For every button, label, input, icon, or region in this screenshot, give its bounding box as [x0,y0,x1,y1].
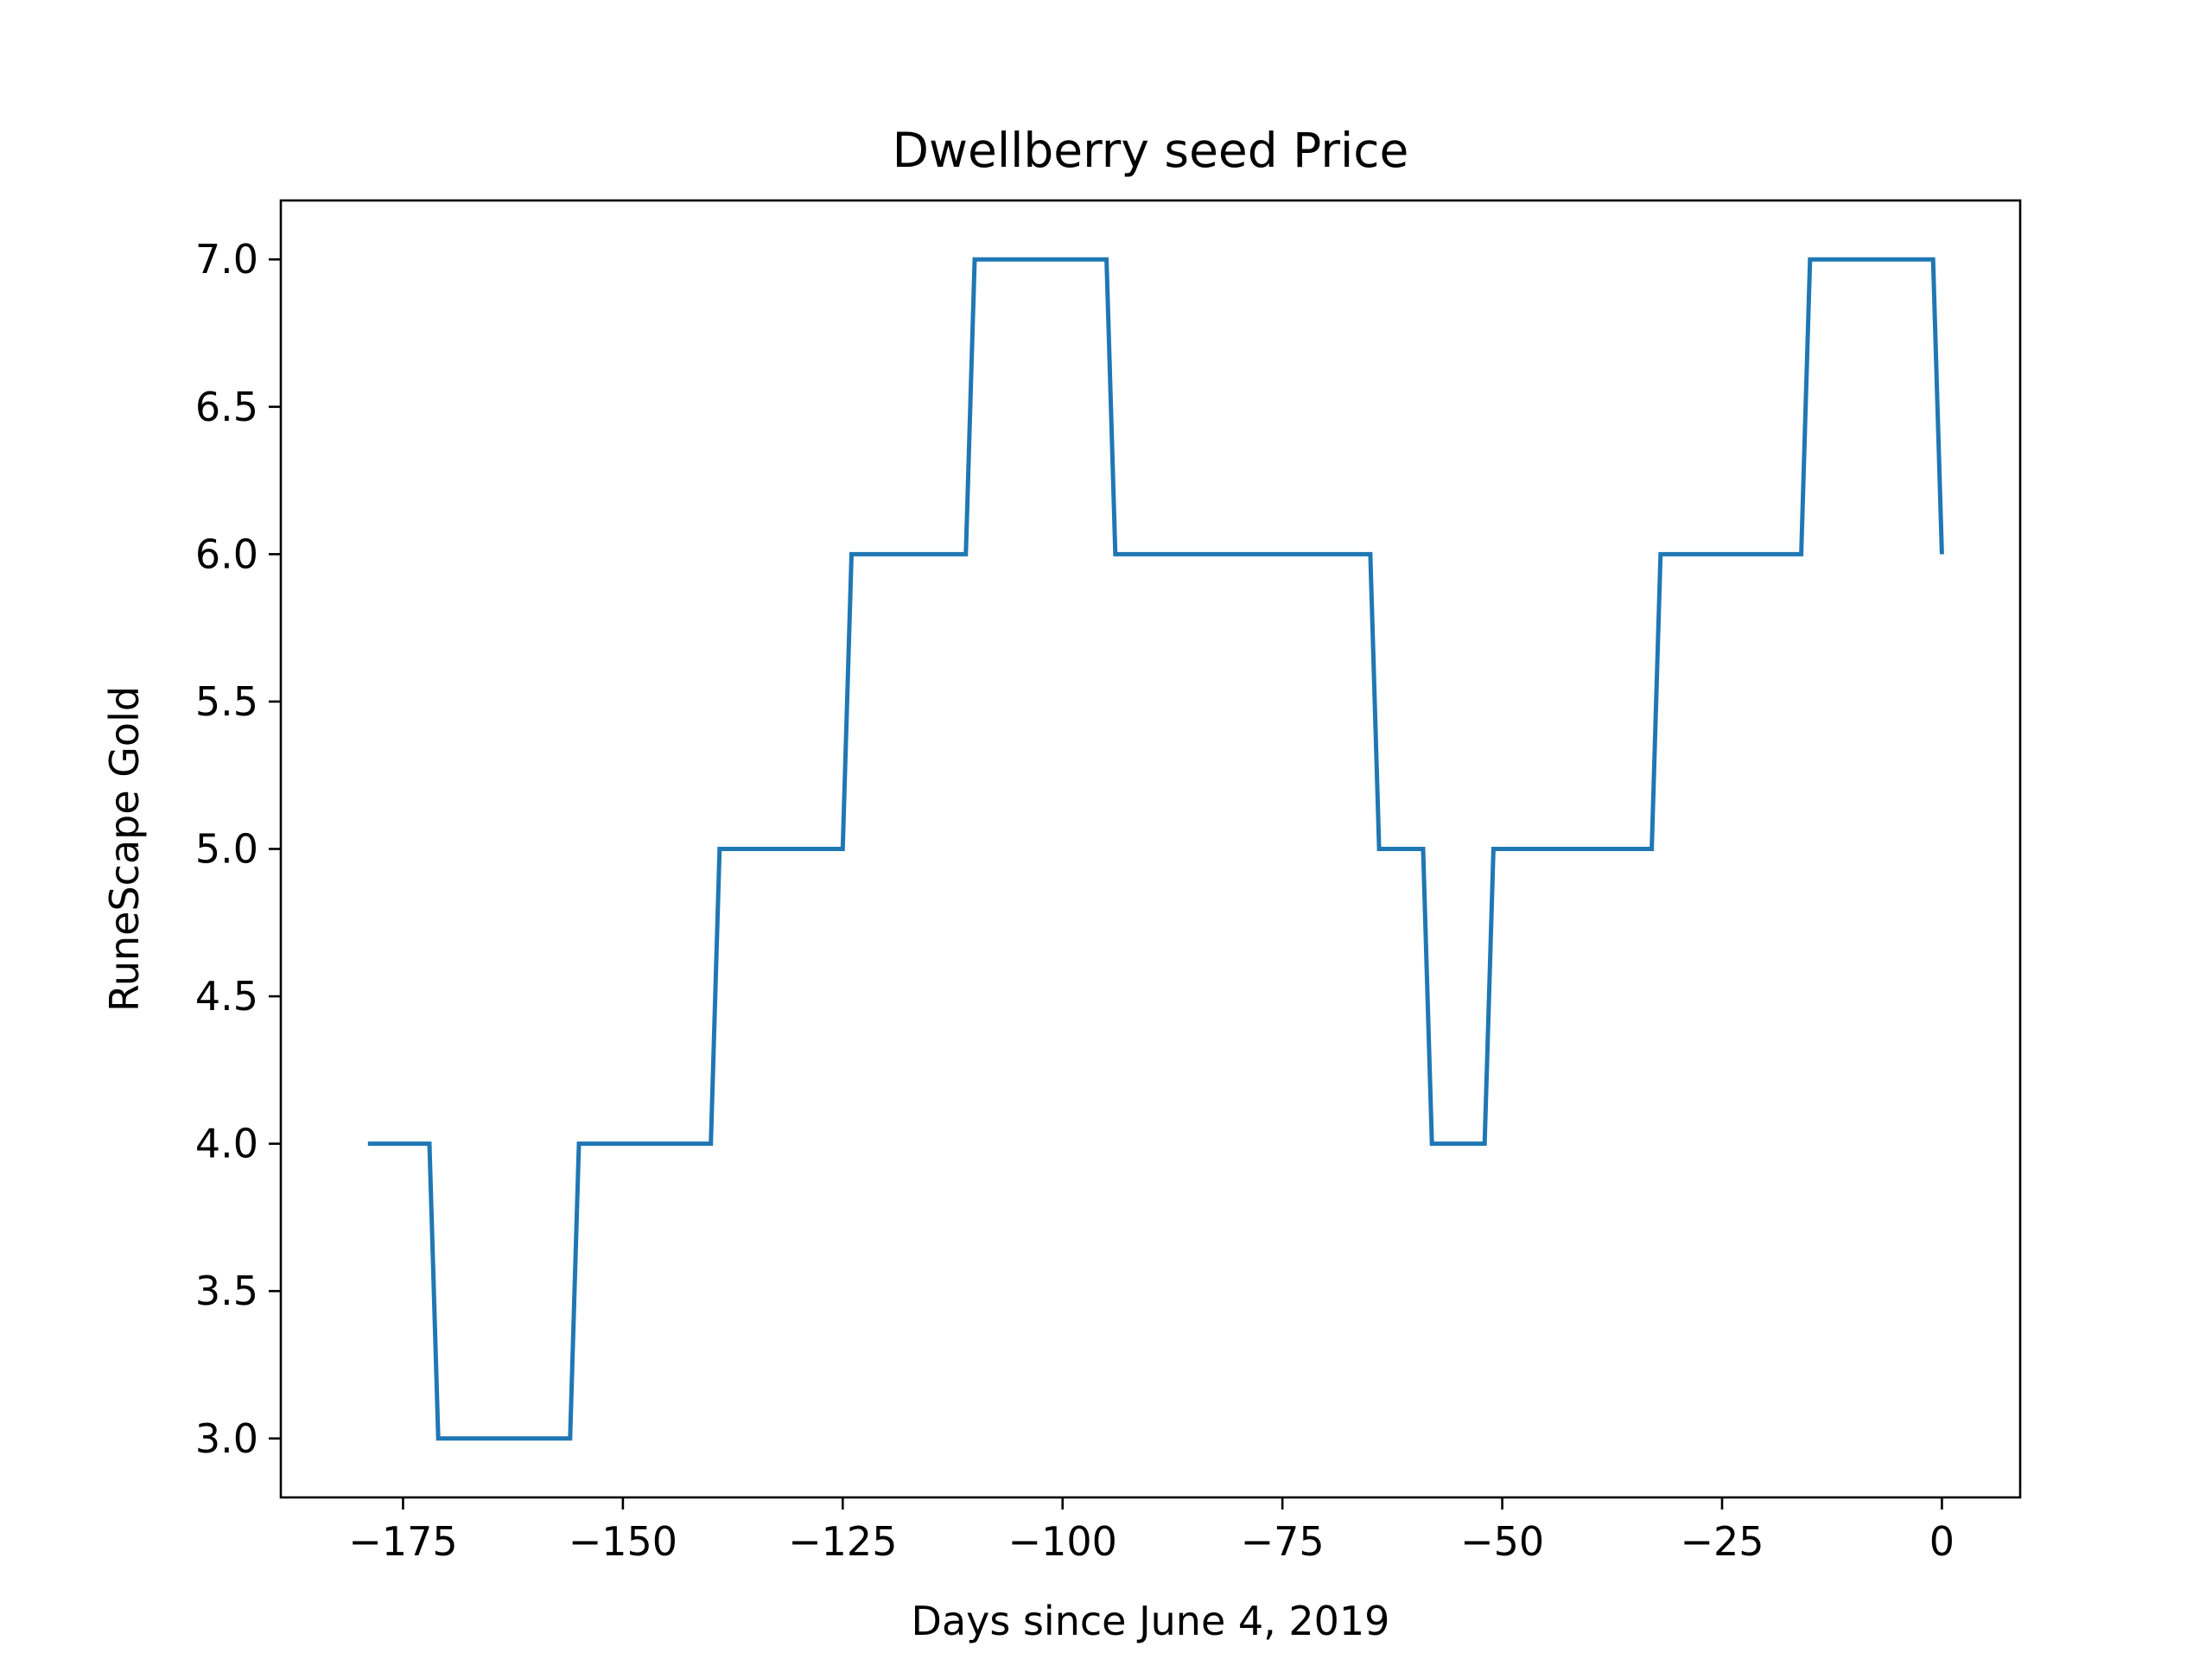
y-axis-label: RuneScape Gold [101,686,148,1012]
x-tick-label: −100 [1008,1518,1117,1565]
y-tick-label: 4.5 [195,973,258,1020]
x-tick-label: −25 [1680,1518,1764,1565]
chart-title: Dwellberry seed Price [893,123,1409,178]
plot-area [279,199,2022,1499]
y-tick-label: 6.0 [195,531,258,577]
x-axis-label: Days since June 4, 2019 [912,1598,1390,1644]
y-tick-label: 7.0 [195,236,258,283]
series-layer [367,257,1944,1441]
x-tick-label: −175 [348,1518,457,1565]
x-tick-label: 0 [1929,1518,1955,1565]
price-series-line [367,257,1944,1441]
x-tick-label: −150 [569,1518,677,1565]
y-axis: 3.0 3.5 4.0 4.5 5.0 5.5 6.0 6.5 7.0 [195,236,281,1462]
y-tick-label: 3.5 [195,1268,258,1314]
x-tick-label: −50 [1460,1518,1544,1565]
y-tick-label: 5.5 [195,678,258,725]
x-axis: −175 −150 −125 −100 −75 −50 −25 0 [348,1497,1955,1565]
x-tick-label: −125 [788,1518,897,1565]
y-tick-label: 4.0 [195,1121,258,1167]
x-tick-label: −75 [1241,1518,1325,1565]
y-tick-label: 6.5 [195,384,258,430]
y-tick-label: 3.0 [195,1415,258,1462]
y-tick-label: 5.0 [195,826,258,873]
